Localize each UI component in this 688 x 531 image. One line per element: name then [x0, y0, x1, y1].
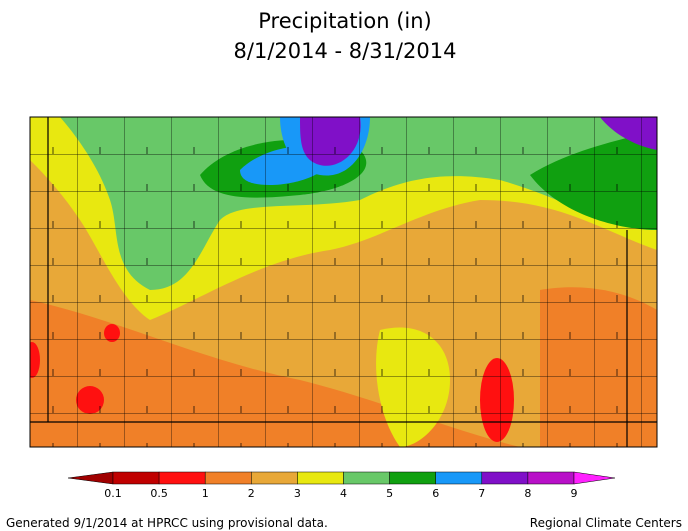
legend-tick-label: 7: [478, 487, 485, 500]
legend-swatch: [481, 471, 529, 485]
legend-tick-label: 6: [432, 487, 439, 500]
legend-tick-label: 2: [248, 487, 255, 500]
legend-tick-label: 1: [202, 487, 209, 500]
legend-swatch: [251, 471, 298, 485]
precipitation-map: [30, 117, 657, 447]
legend-swatch: [527, 471, 575, 485]
legend-swatch: [204, 471, 252, 485]
legend-arrow-low: [67, 471, 114, 485]
footer-left: Generated 9/1/2014 at HPRCC using provis…: [6, 516, 328, 530]
subtitle: 8/1/2014 - 8/31/2014: [234, 39, 457, 63]
legend-swatch: [343, 471, 390, 485]
legend-tick-label: 9: [571, 487, 578, 500]
legend-tick-label: 4: [340, 487, 347, 500]
legend-swatch: [389, 471, 436, 485]
legend-arrow-high: [573, 471, 616, 485]
legend-tick-label: 0.1: [104, 487, 122, 500]
legend-tick-label: 5: [386, 487, 393, 500]
legend-swatch: [112, 471, 160, 485]
legend-tick-label: 8: [524, 487, 531, 500]
map-border: [29, 116, 658, 448]
footer-right: Regional Climate Centers: [530, 516, 682, 530]
legend-swatch: [158, 471, 206, 485]
title: Precipitation (in): [258, 9, 431, 33]
legend-tick-label: 3: [294, 487, 301, 500]
legend-swatch: [297, 471, 344, 485]
legend-tick-label: 0.5: [150, 487, 168, 500]
legend: 0.1 0.5 1 2 3 4 5 6 7 8 9: [67, 471, 616, 500]
legend-swatch: [435, 471, 483, 485]
